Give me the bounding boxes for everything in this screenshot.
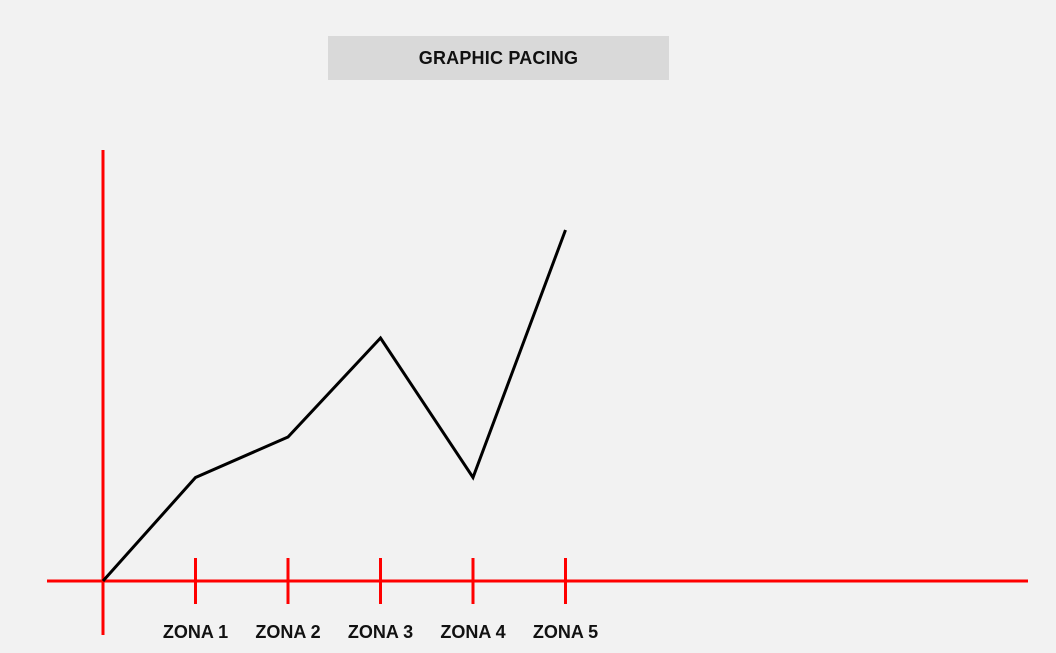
x-tick-label: ZONA 3 — [348, 622, 413, 642]
x-axis-tick-labels: ZONA 1 ZONA 2 ZONA 3 ZONA 4 ZONA 5 — [163, 622, 598, 642]
x-tick-label: ZONA 1 — [163, 622, 228, 642]
x-axis-ticks — [194, 558, 567, 604]
chart-title: GRAPHIC PACING — [418, 47, 579, 68]
x-tick-label: ZONA 4 — [440, 622, 505, 642]
chart-title-box: GRAPHIC PACING — [328, 36, 669, 80]
x-tick-label: ZONA 5 — [533, 622, 598, 642]
x-tick-label: ZONA 2 — [255, 622, 320, 642]
series-line — [101, 229, 567, 582]
